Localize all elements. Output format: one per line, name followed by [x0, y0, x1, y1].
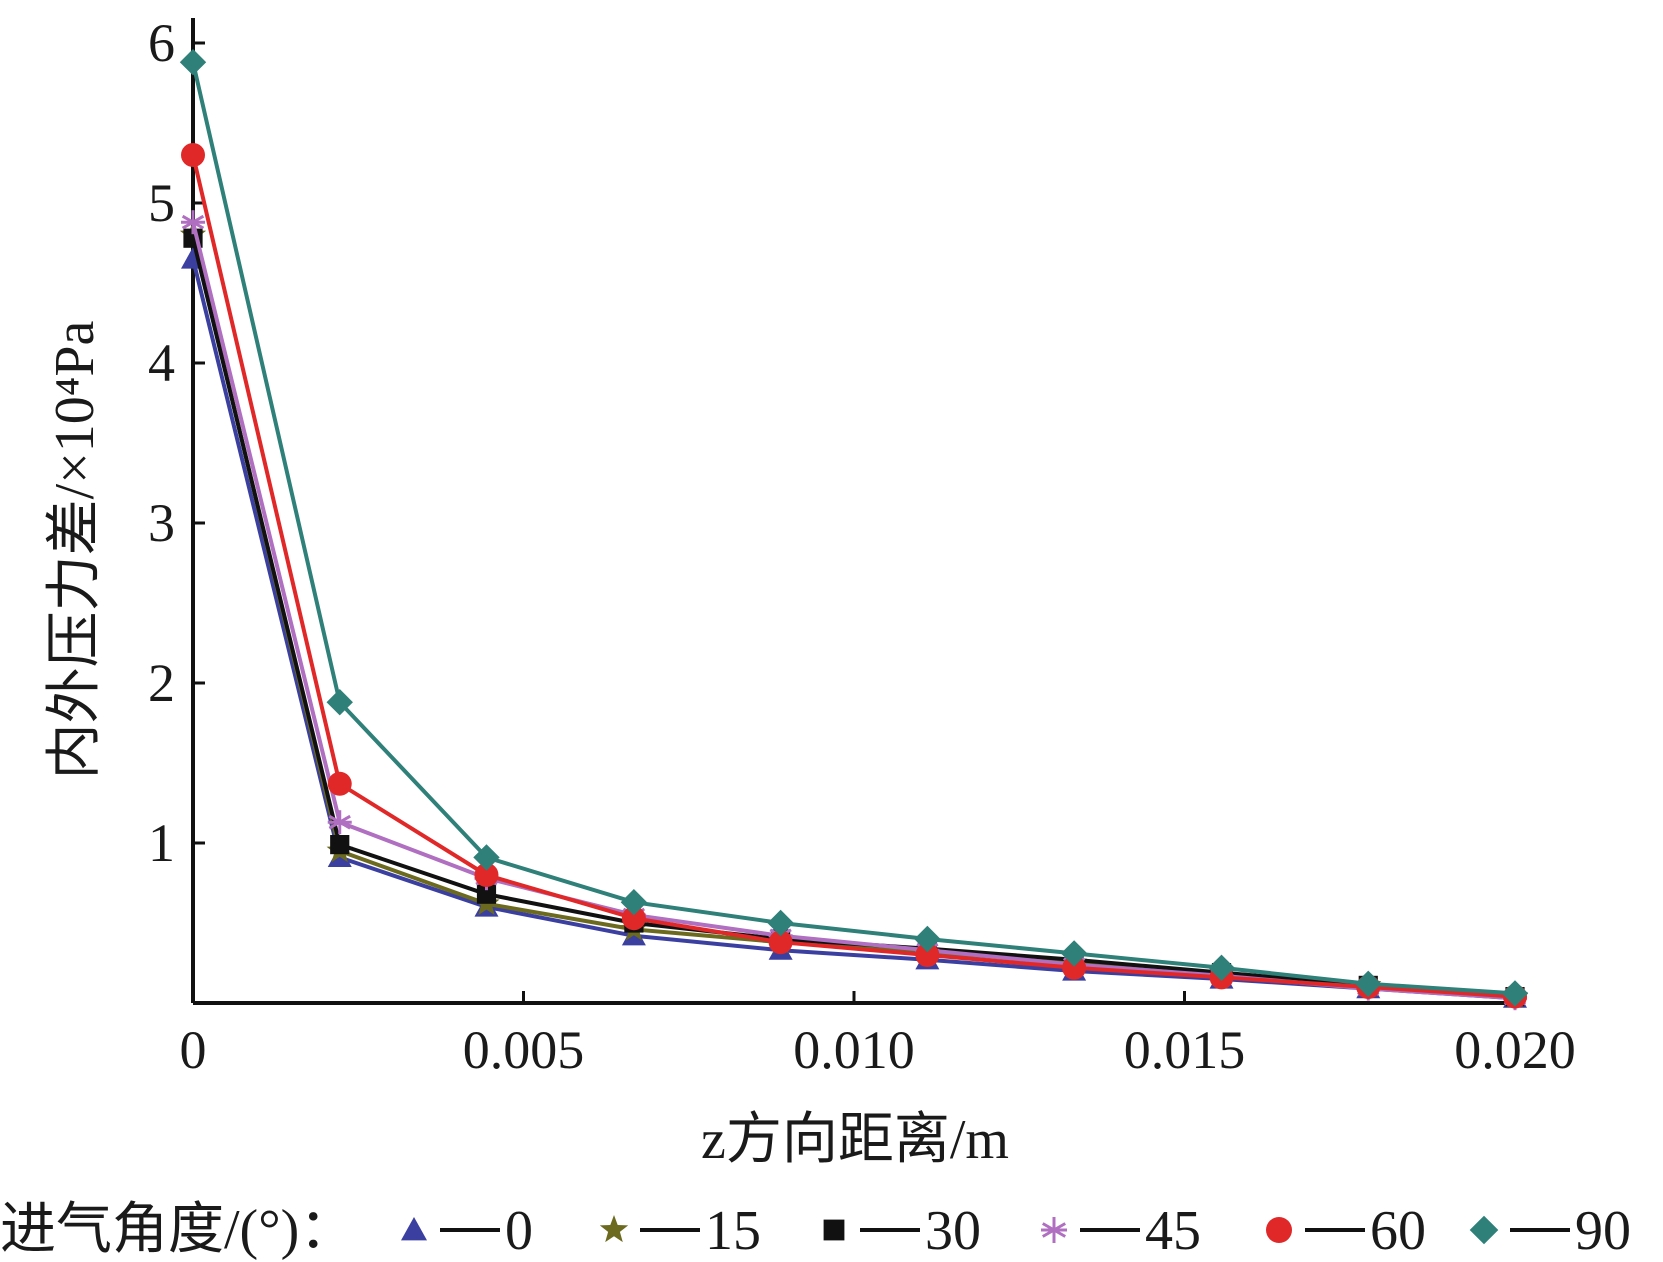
data-point — [327, 810, 352, 835]
series-line — [191, 61, 1516, 996]
y-tick-label: 6 — [148, 13, 175, 73]
data-point — [599, 1215, 629, 1243]
legend-item-30: 30 — [823, 1200, 981, 1262]
legend-label: 30 — [925, 1200, 981, 1262]
data-point — [620, 889, 648, 916]
x-tick-label: 0.020 — [1454, 1020, 1576, 1080]
data-point — [474, 863, 499, 887]
data-point — [767, 909, 794, 937]
legend-item-90: 90 — [1469, 1200, 1631, 1262]
series-line — [191, 154, 1516, 999]
series-30 — [183, 228, 1525, 1007]
data-point — [823, 1219, 845, 1241]
data-point — [401, 1217, 427, 1241]
series-90 — [179, 49, 1529, 1007]
data-point — [1062, 955, 1087, 980]
y-tick-label: 1 — [148, 813, 175, 873]
data-point — [327, 771, 352, 796]
data-point — [179, 49, 207, 76]
y-tick-label: 3 — [148, 493, 175, 553]
legend-label: 15 — [705, 1200, 761, 1262]
data-point — [326, 689, 353, 716]
series-45 — [181, 210, 1527, 1011]
legend-label: 60 — [1370, 1200, 1426, 1262]
data-point — [914, 925, 941, 953]
legend-label: 90 — [1575, 1200, 1631, 1262]
data-point — [181, 143, 205, 167]
legend-item-0: 0 — [401, 1200, 533, 1262]
legend-item-15: 15 — [599, 1200, 761, 1262]
series-line — [191, 258, 1516, 1001]
data-point — [1501, 980, 1529, 1007]
series-0 — [181, 247, 1527, 1008]
legend-label: 45 — [1145, 1200, 1201, 1262]
series-15 — [179, 221, 1529, 1008]
data-point — [1266, 1217, 1292, 1243]
data-point — [1469, 1215, 1499, 1245]
series-line — [191, 237, 1516, 999]
y-tick-label: 4 — [148, 333, 175, 393]
series-group — [179, 49, 1529, 1011]
x-tick-label: 0.005 — [463, 1020, 585, 1080]
data-point — [476, 884, 497, 904]
y-tick-label: 5 — [148, 173, 175, 233]
legend-item-45: 45 — [1041, 1200, 1201, 1262]
data-point — [768, 930, 793, 955]
data-point — [181, 210, 205, 235]
data-point — [1060, 940, 1088, 967]
legend-item-60: 60 — [1266, 1200, 1426, 1262]
axes — [191, 18, 1518, 1005]
legend: 进气角度/(°)： 0 15 30 45 60 90 — [0, 1199, 1631, 1262]
x-tick-label: 0.010 — [793, 1020, 915, 1080]
data-point — [473, 844, 500, 871]
data-point — [621, 906, 646, 931]
x-tick-label: 0.015 — [1124, 1020, 1246, 1080]
data-point — [1208, 954, 1235, 981]
data-point — [1355, 970, 1382, 997]
data-point — [330, 835, 350, 855]
data-point — [1041, 1217, 1067, 1243]
series-line — [191, 221, 1516, 1001]
ticks: 0 0.005 0.010 0.015 0.020 1 2 3 4 5 6 — [148, 13, 1576, 1080]
legend-label: 0 — [505, 1200, 533, 1262]
x-axis-title: z方向距离/m — [701, 1109, 1009, 1171]
y-axis-title: 内外压力差/×10⁴Pa — [44, 321, 106, 780]
y-tick-label: 2 — [148, 653, 175, 713]
legend-title: 进气角度/(°)： — [0, 1199, 355, 1261]
series-line — [191, 234, 1516, 999]
series-60 — [181, 143, 1527, 1009]
data-point — [915, 943, 940, 967]
x-tick-label: 0 — [180, 1020, 207, 1080]
